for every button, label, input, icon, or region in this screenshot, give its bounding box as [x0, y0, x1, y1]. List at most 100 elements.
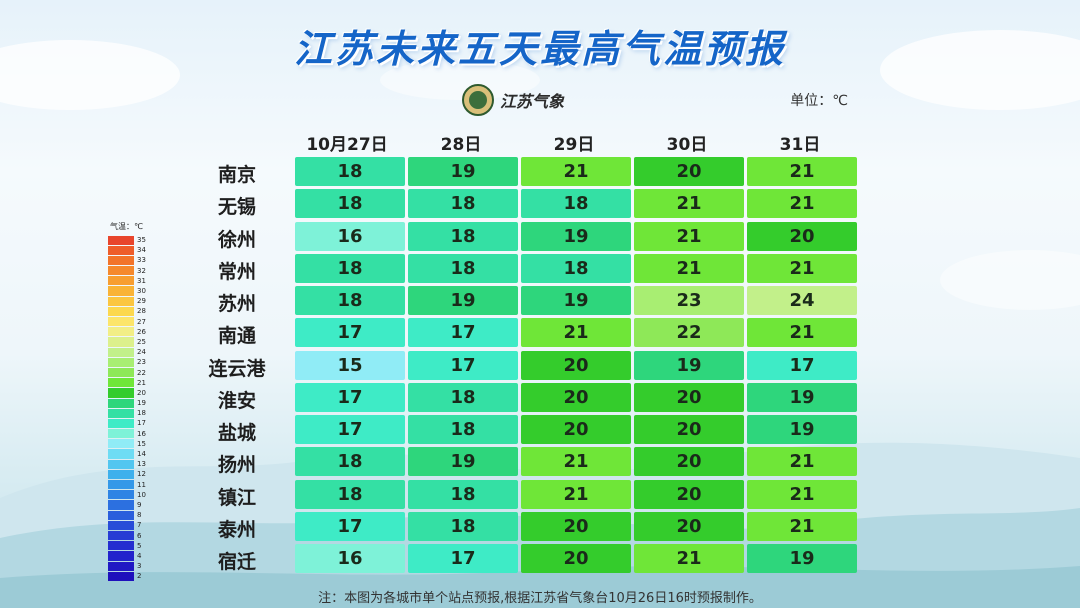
temperature-cell: 21: [521, 479, 631, 509]
legend-entry: 32: [108, 266, 146, 276]
temperature-cell: 21: [747, 511, 857, 541]
logo-text: 江苏气象: [500, 92, 565, 111]
legend-entry: 20: [108, 388, 146, 398]
legend-value: 21: [137, 378, 146, 387]
temperature-cell: 19: [521, 286, 631, 315]
legend-value: 26: [137, 327, 146, 336]
temperature-cell: 17: [295, 415, 405, 444]
row-label: 扬州: [217, 454, 256, 477]
legend-entry: 34: [108, 245, 146, 255]
legend-value: 31: [137, 276, 146, 285]
legend-value: 29: [137, 297, 146, 306]
legend-swatch: [108, 296, 134, 306]
legend-entry: 3: [108, 561, 146, 571]
temperature-cell: 18: [408, 415, 518, 444]
legend-value: 19: [137, 399, 146, 408]
legend-value: 9: [137, 500, 142, 509]
legend-entry: 18: [108, 408, 146, 418]
logo: 江苏气象: [462, 84, 564, 116]
legend-swatch: [108, 480, 134, 490]
temperature-cell: 19: [634, 350, 744, 380]
legend-entry: 6: [108, 530, 146, 541]
column-header: 30日: [666, 135, 708, 155]
row-label: 常州: [217, 260, 256, 283]
legend-value: 4: [137, 551, 142, 560]
legend-value: 17: [137, 419, 146, 428]
temperature-cell: 18: [295, 447, 405, 477]
legend-swatch: [108, 530, 134, 541]
legend-value: 2: [137, 572, 142, 581]
legend-swatch: [108, 510, 134, 520]
temperature-cell: 20: [634, 447, 744, 477]
emblem-icon: [462, 84, 494, 116]
temperature-cell: 17: [747, 350, 857, 380]
row-label: 无锡: [217, 196, 256, 219]
temperature-cell: 21: [747, 447, 857, 477]
legend-value: 22: [137, 368, 146, 377]
temperature-cell: 21: [747, 318, 857, 348]
legend-swatch: [108, 388, 134, 398]
legend-entry: 12: [108, 469, 146, 479]
legend-swatch: [108, 255, 134, 266]
column-headers: 10月27日 28日 29日 30日 31日: [292, 130, 858, 155]
row-label: 淮安: [217, 389, 256, 412]
temperature-cell: 17: [408, 318, 518, 348]
temperature-cell: 19: [747, 544, 857, 573]
column-header: 31日: [779, 135, 821, 155]
legend-entry: 22: [108, 367, 146, 378]
legend-value: 30: [137, 287, 146, 296]
temperature-cell: 20: [747, 221, 857, 251]
legend-swatch: [108, 408, 134, 418]
temperature-cell: 20: [634, 415, 744, 444]
column-header: 29日: [553, 135, 595, 155]
legend-swatch: [108, 551, 134, 561]
legend-value: 5: [137, 541, 142, 550]
legend-entry: 11: [108, 480, 146, 490]
legend-entry: 9: [108, 500, 146, 510]
column-header: 10月27日: [306, 135, 388, 155]
legend-value: 11: [137, 480, 146, 489]
legend-value: 35: [137, 236, 146, 245]
legend-value: 12: [137, 470, 146, 479]
legend-entry: 13: [108, 459, 146, 469]
temperature-cell: 15: [295, 350, 405, 380]
page-title: 江苏未来五天最高气温预报: [293, 27, 786, 71]
legend-swatch: [108, 367, 134, 378]
legend-value: 23: [137, 358, 146, 367]
temperature-cell: 18: [408, 382, 518, 412]
legend-swatch: [108, 317, 134, 327]
row-label: 泰州: [217, 518, 256, 541]
legend-entry: 27: [108, 317, 146, 327]
legend-swatch: [108, 245, 134, 255]
legend-swatch: [108, 337, 134, 347]
temperature-cell: 20: [634, 511, 744, 541]
row-label: 连云港: [208, 357, 266, 380]
row-label: 徐州: [217, 228, 256, 251]
temperature-cell: 22: [634, 318, 744, 348]
legend-swatch: [108, 469, 134, 479]
temperature-cell: 21: [747, 157, 857, 186]
temperature-cell: 19: [521, 221, 631, 251]
legend-value: 18: [137, 409, 146, 418]
legend-value: 25: [137, 337, 146, 346]
temperature-cell: 18: [521, 189, 631, 219]
legend-value: 34: [137, 246, 146, 255]
temperature-cell: 21: [634, 253, 744, 283]
row-label: 盐城: [217, 422, 256, 444]
legend-swatch: [108, 347, 134, 357]
temperature-cell: 16: [295, 221, 405, 251]
legend-swatch: [108, 541, 134, 551]
legend-swatch: [108, 235, 134, 245]
temperature-cell: 17: [295, 318, 405, 348]
temperature-cell: 16: [295, 544, 405, 573]
legend-value: 24: [137, 348, 146, 357]
temperature-cell: 20: [521, 511, 631, 541]
legend-value: 3: [137, 562, 142, 571]
temperature-cell: 20: [521, 415, 631, 444]
legend-entry: 30: [108, 286, 146, 296]
legend-entry: 33: [108, 255, 146, 266]
legend-value: 8: [137, 511, 142, 520]
temperature-cell: 18: [408, 189, 518, 219]
legend-entry: 23: [108, 357, 146, 367]
temperature-cell: 20: [634, 479, 744, 509]
